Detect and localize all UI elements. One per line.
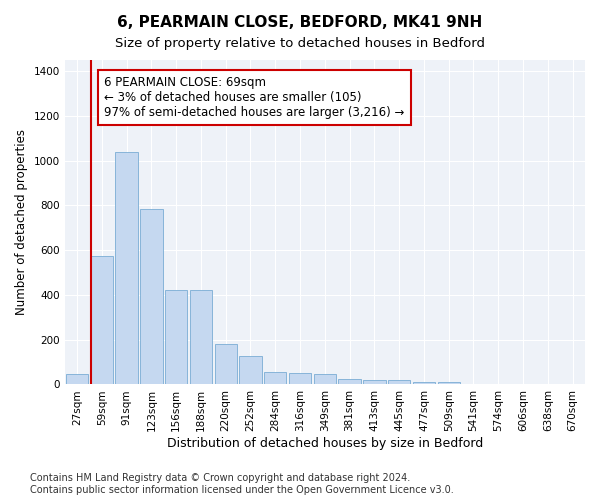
Bar [289, 374, 311, 384]
Bar [437, 382, 460, 384]
Bar [314, 374, 336, 384]
Text: 6, PEARMAIN CLOSE, BEDFORD, MK41 9NH: 6, PEARMAIN CLOSE, BEDFORD, MK41 9NH [118, 15, 482, 30]
Text: Size of property relative to detached houses in Bedford: Size of property relative to detached ho… [115, 38, 485, 51]
Text: Contains HM Land Registry data © Crown copyright and database right 2024.
Contai: Contains HM Land Registry data © Crown c… [30, 474, 454, 495]
X-axis label: Distribution of detached houses by size in Bedford: Distribution of detached houses by size … [167, 437, 483, 450]
Bar [363, 380, 386, 384]
Bar [338, 379, 361, 384]
Bar [165, 290, 187, 384]
Bar [388, 380, 410, 384]
Y-axis label: Number of detached properties: Number of detached properties [15, 129, 28, 315]
Bar [239, 356, 262, 384]
Bar [66, 374, 88, 384]
Bar [215, 344, 237, 385]
Bar [91, 256, 113, 384]
Bar [413, 382, 435, 384]
Bar [140, 209, 163, 384]
Text: 6 PEARMAIN CLOSE: 69sqm
← 3% of detached houses are smaller (105)
97% of semi-de: 6 PEARMAIN CLOSE: 69sqm ← 3% of detached… [104, 76, 404, 118]
Bar [264, 372, 286, 384]
Bar [115, 152, 138, 384]
Bar [190, 290, 212, 384]
